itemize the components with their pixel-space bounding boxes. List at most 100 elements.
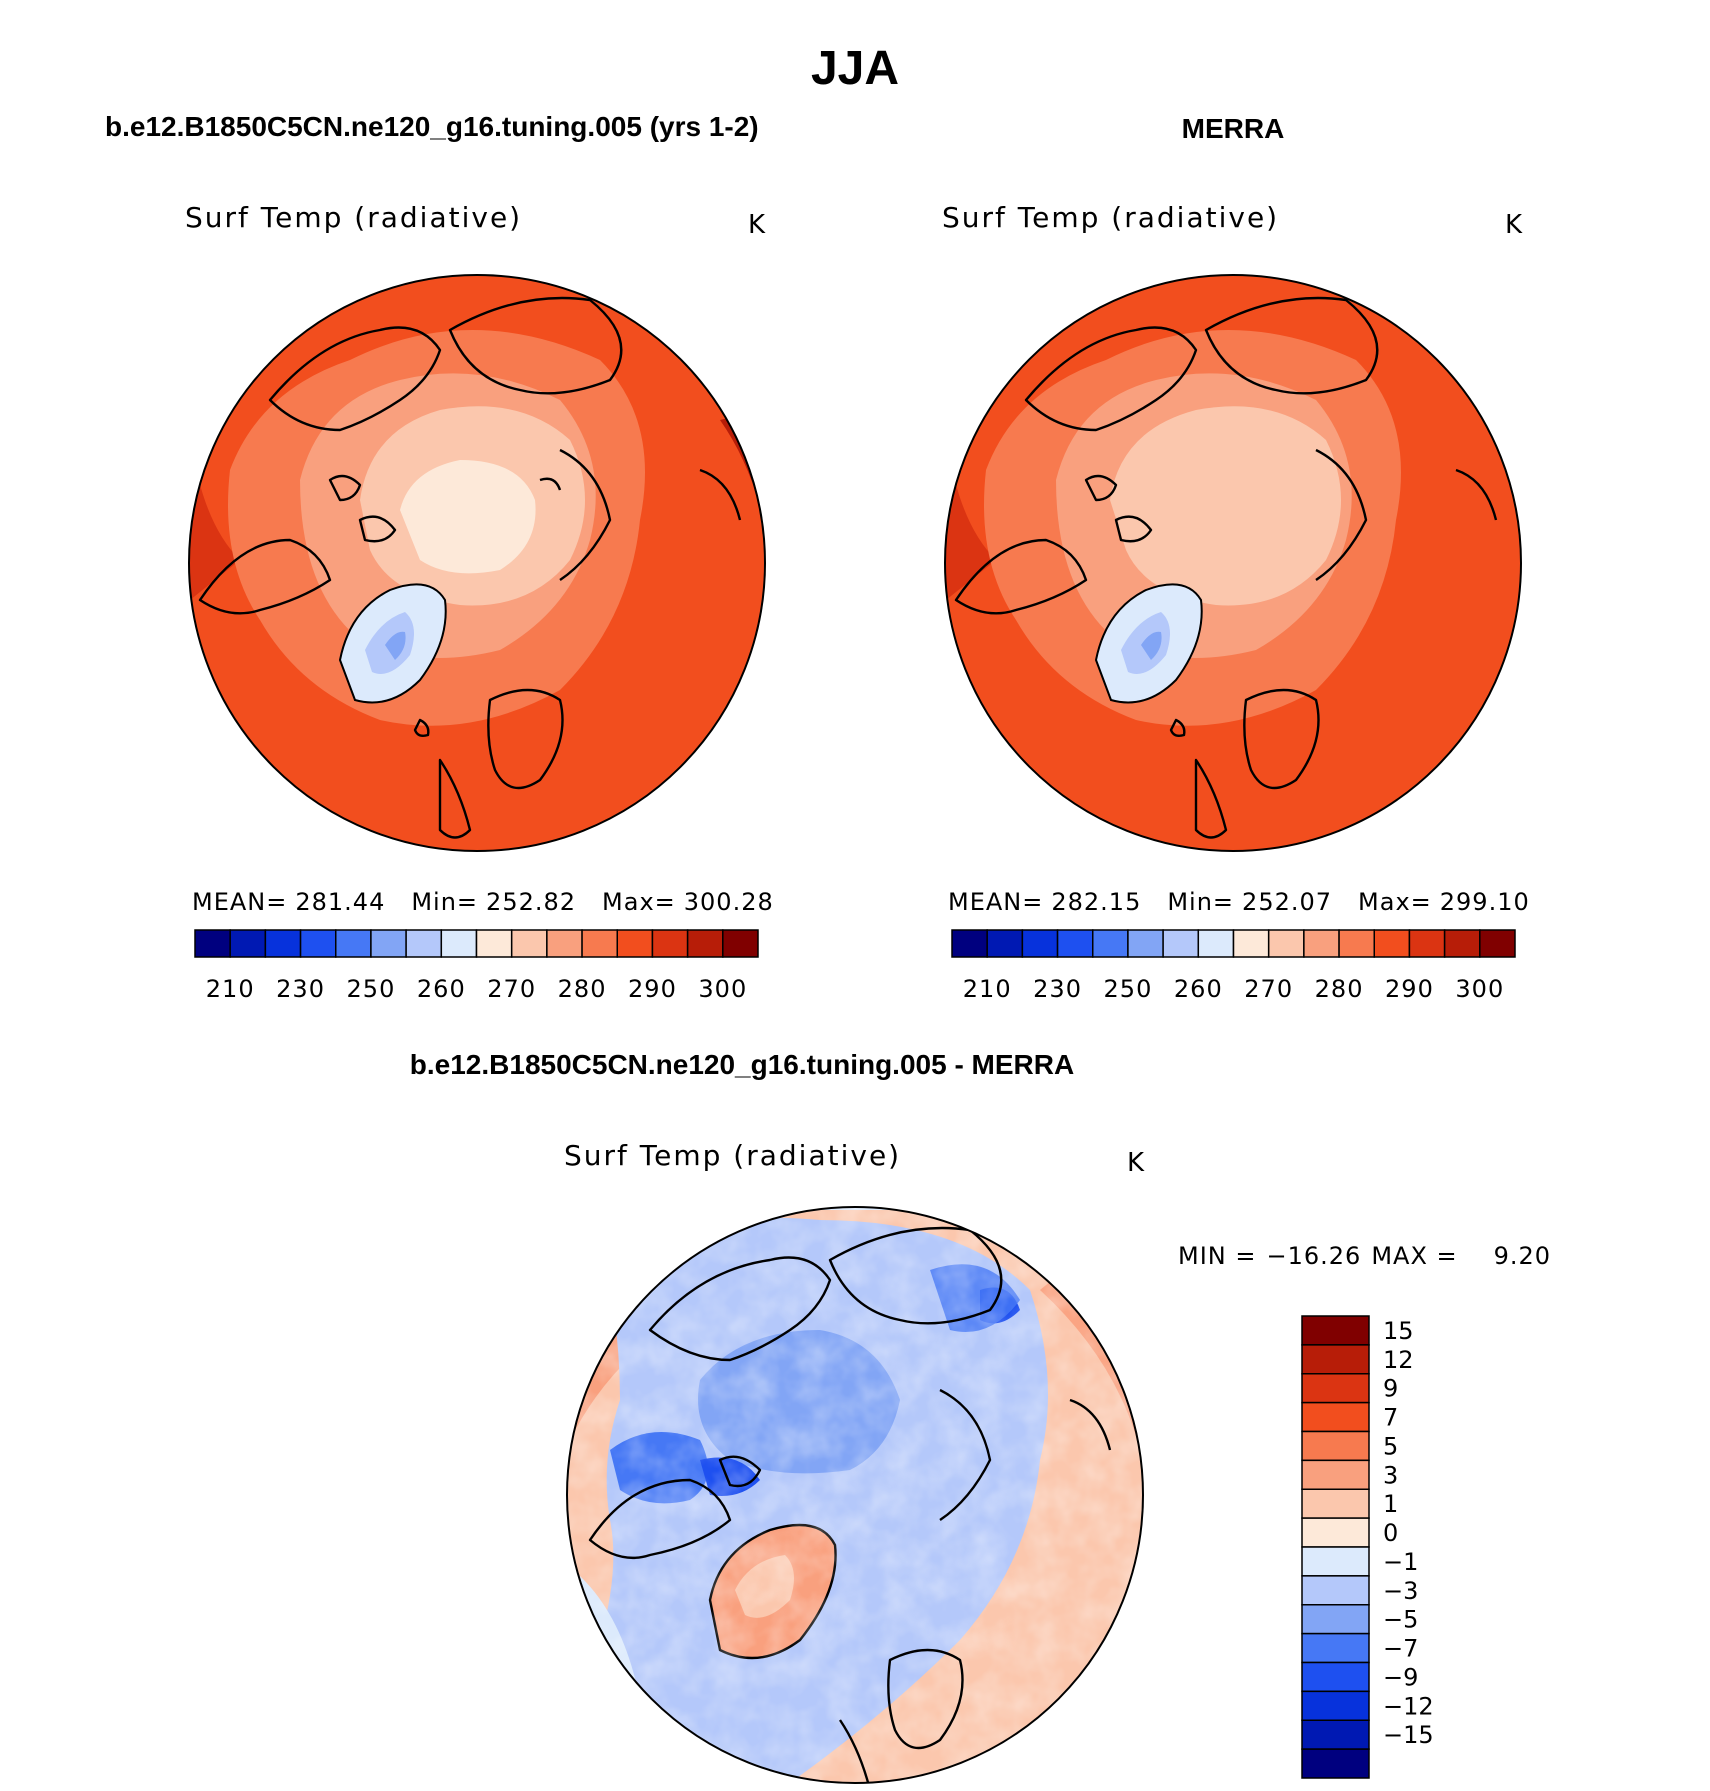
- diff-colorbar-swatch: [1301, 1632, 1370, 1664]
- panel-model-units: K: [748, 210, 766, 240]
- colorbar-swatch: [1267, 929, 1305, 958]
- diff-colorbar-tick-label: 15: [1383, 1317, 1414, 1345]
- diff-colorbar-swatch: [1301, 1401, 1370, 1433]
- colorbar-swatch: [475, 929, 513, 958]
- colorbar-swatch: [1056, 929, 1094, 958]
- colorbar-swatch: [1092, 929, 1129, 958]
- diff-colorbar-tick-label: −12: [1383, 1692, 1434, 1720]
- difference-minmax: MIN = −16.26 MAX = 9.20: [1178, 1242, 1551, 1270]
- colorbar-swatch: [510, 929, 548, 958]
- colorbar-swatch: [299, 929, 337, 958]
- difference-map: [567, 1207, 1143, 1783]
- colorbar-swatch: [651, 929, 689, 958]
- colorbar-swatch: [194, 929, 231, 958]
- colorbar-swatch: [951, 929, 988, 958]
- diff-colorbar-tick-label: 0: [1383, 1519, 1398, 1547]
- colorbar-tick-label: 250: [347, 975, 396, 1003]
- difference-title: b.e12.B1850C5CN.ne120_g16.tuning.005 - M…: [410, 1049, 1074, 1080]
- colorbar-swatch: [335, 929, 372, 958]
- diff-colorbar-swatch: [1301, 1748, 1370, 1779]
- colorbar-tick-label: 290: [1385, 975, 1434, 1003]
- diff-colorbar-tick-label: 5: [1383, 1432, 1398, 1460]
- diff-colorbar-swatch: [1301, 1459, 1370, 1490]
- colorbar-swatch: [1373, 929, 1411, 958]
- diff-colorbar-swatch: [1301, 1690, 1370, 1721]
- diff-colorbar-swatch: [1301, 1373, 1370, 1404]
- difference-units: K: [1127, 1148, 1145, 1178]
- colorbar-swatch: [686, 929, 724, 958]
- diff-colorbar-swatch: [1301, 1430, 1370, 1462]
- colorbar-swatch: [986, 929, 1024, 958]
- panel-merra-units: K: [1505, 210, 1523, 240]
- panel-model-map: [189, 275, 765, 851]
- colorbar-tick-label: 300: [698, 975, 747, 1003]
- colorbar-swatch: [1127, 929, 1164, 958]
- diff-colorbar-tick-label: 1: [1383, 1490, 1398, 1518]
- diff-colorbar-swatch: [1301, 1604, 1370, 1635]
- panel-model: b.e12.B1850C5CN.ne120_g16.tuning.005 (yr…: [105, 111, 774, 1003]
- panel-merra-title: MERRA: [1182, 113, 1285, 144]
- colorbar-swatch: [1197, 929, 1235, 958]
- colorbar-swatch: [546, 929, 583, 958]
- panel-model-variable: Surf Temp (radiative): [185, 201, 522, 234]
- colorbar-swatch: [616, 929, 654, 958]
- colorbar-swatch: [264, 929, 302, 958]
- panel-merra-map: [945, 275, 1521, 851]
- diff-colorbar-tick-label: −15: [1383, 1721, 1434, 1749]
- diff-colorbar-tick-label: −9: [1383, 1663, 1418, 1691]
- colorbar-tick-label: 270: [487, 975, 536, 1003]
- colorbar-tick-label: 300: [1455, 975, 1504, 1003]
- colorbar-tick-label: 210: [206, 975, 255, 1003]
- diff-colorbar-tick-label: −5: [1383, 1606, 1418, 1634]
- colorbar-swatch: [1303, 929, 1340, 958]
- colorbar-swatch: [229, 929, 267, 958]
- diff-colorbar-swatch: [1301, 1344, 1370, 1375]
- panel-difference: b.e12.B1850C5CN.ne120_g16.tuning.005 - M…: [410, 1049, 1551, 1784]
- colorbar-tick-label: 260: [417, 975, 466, 1003]
- panel-model-mean: MEAN= 281.44 Min= 252.82 Max= 300.28: [192, 888, 774, 916]
- colorbar-tick-label: 250: [1104, 975, 1153, 1003]
- colorbar-tick-label: 270: [1244, 975, 1293, 1003]
- panel-merra-mean: MEAN= 282.15 Min= 252.07 Max= 299.10: [948, 888, 1530, 916]
- diff-colorbar-swatch: [1301, 1488, 1370, 1519]
- colorbar-tick-label: 290: [628, 975, 677, 1003]
- panel-merra-colorbar: 210 230 250 260 270 280 290 300: [951, 929, 1516, 1003]
- panel-merra-variable: Surf Temp (radiative): [942, 201, 1279, 234]
- diff-colorbar-tick-label: 9: [1383, 1375, 1398, 1403]
- colorbar-swatch: [1232, 929, 1270, 958]
- colorbar-tick-label: 230: [1033, 975, 1082, 1003]
- diff-colorbar-tick-label: 7: [1383, 1404, 1398, 1432]
- colorbar-swatch: [722, 929, 759, 958]
- colorbar-swatch: [1479, 929, 1516, 958]
- colorbar-swatch: [1408, 929, 1446, 958]
- colorbar-tick-label: 280: [1315, 975, 1364, 1003]
- colorbar-swatch: [1338, 929, 1375, 958]
- colorbar-tick-label: 210: [963, 975, 1012, 1003]
- colorbar-tick-label: 280: [558, 975, 607, 1003]
- diff-colorbar-tick-label: −7: [1383, 1635, 1418, 1663]
- diff-colorbar-tick-label: −3: [1383, 1577, 1418, 1605]
- diff-colorbar-swatch: [1301, 1517, 1370, 1548]
- colorbar-swatch: [370, 929, 407, 958]
- colorbar-swatch: [1443, 929, 1481, 958]
- diff-colorbar-swatch: [1301, 1661, 1370, 1693]
- diff-colorbar-swatch: [1301, 1546, 1370, 1577]
- diff-colorbar-tick-label: 3: [1383, 1461, 1398, 1489]
- season-title: JJA: [811, 42, 899, 95]
- difference-variable: Surf Temp (radiative): [564, 1139, 901, 1172]
- colorbar-tick-label: 260: [1174, 975, 1223, 1003]
- colorbar-swatch: [440, 929, 478, 958]
- colorbar-swatch: [581, 929, 618, 958]
- panel-model-title: b.e12.B1850C5CN.ne120_g16.tuning.005 (yr…: [105, 111, 759, 142]
- panel-model-colorbar: 210 230 250 260 270 280 290 300: [194, 929, 759, 1003]
- colorbar-swatch: [1162, 929, 1200, 958]
- diff-colorbar-swatch: [1301, 1575, 1370, 1606]
- panel-merra: MERRA Surf Temp (radiative) K: [942, 113, 1530, 1003]
- colorbar-swatch: [405, 929, 443, 958]
- diff-colorbar-tick-label: −1: [1383, 1548, 1418, 1576]
- diff-colorbar-swatch: [1301, 1719, 1370, 1750]
- diff-colorbar-swatch: [1301, 1315, 1370, 1346]
- colorbar-tick-label: 230: [276, 975, 325, 1003]
